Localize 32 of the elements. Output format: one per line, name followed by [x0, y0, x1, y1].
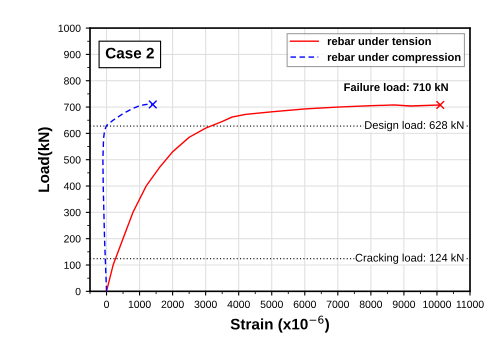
x-tick-label: 3000 — [194, 300, 217, 308]
x-tick-label: 11000 — [456, 300, 484, 308]
y-tick-label: 800 — [64, 77, 81, 85]
annotation: Case 2 — [106, 48, 154, 59]
y-tick-label: 200 — [64, 235, 81, 243]
x-tick-label: 7000 — [326, 300, 350, 308]
x-tick-label: 1000 — [128, 300, 151, 308]
x-tick-label: 9000 — [392, 300, 416, 308]
legend-label: rebar under compression — [328, 52, 460, 64]
x-tick-label: 10000 — [423, 300, 452, 308]
ref-line-label: Design load: 628 kN — [365, 120, 464, 132]
legend-label: rebar under tension — [328, 36, 431, 46]
x-tick-label: 2000 — [162, 300, 184, 308]
x-tick-label: 0 — [104, 300, 110, 308]
annotation: Failure load: 710 kN — [344, 82, 448, 92]
x-tick-label: 8000 — [360, 300, 382, 308]
y-axis-title: Load(kN) — [38, 127, 52, 192]
y-tick-label: 700 — [64, 104, 81, 111]
x-tick-label: 4000 — [227, 300, 250, 308]
x-axis-title: Strain (x10$^{−6}$) — [230, 316, 329, 333]
y-tick-label: 900 — [64, 50, 81, 58]
line-series — [102, 104, 154, 292]
y-tick-label: 300 — [64, 208, 81, 216]
x-tick-label: 5000 — [260, 300, 283, 308]
y-tick-label: 0 — [76, 288, 81, 296]
y-tick-label: 500 — [64, 156, 81, 164]
x-tick-label: 6000 — [294, 300, 316, 308]
y-tick-label: 400 — [64, 182, 81, 190]
y-tick-label: 1000 — [58, 24, 81, 32]
y-tick-label: 600 — [64, 130, 81, 138]
ref-line-label: Cracking load: 124 kN — [356, 254, 464, 264]
y-tick-label: 100 — [64, 262, 81, 269]
